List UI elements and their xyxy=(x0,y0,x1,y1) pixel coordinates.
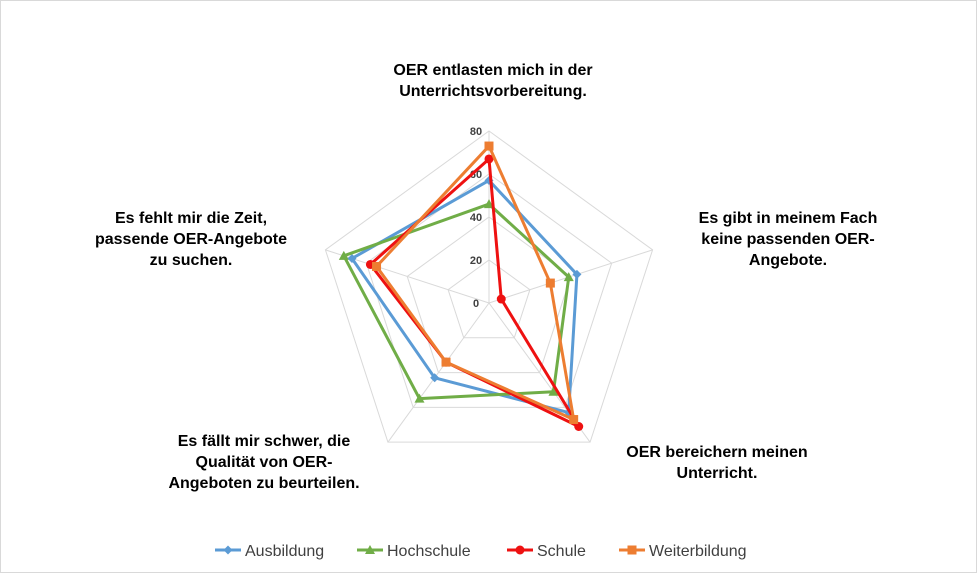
legend-item-schule: Schule xyxy=(507,543,586,560)
data-point xyxy=(338,250,349,260)
series-weiterbildung xyxy=(372,141,579,425)
data-point xyxy=(430,373,440,383)
data-point xyxy=(569,415,579,425)
legend-item-hochschule: Hochschule xyxy=(357,543,471,560)
category-label: Es gibt in meinem Fach keine passenden OE… xyxy=(699,210,878,269)
data-point xyxy=(365,545,375,554)
legend-item-weiterbildung: Weiterbildung xyxy=(619,543,747,560)
data-point xyxy=(484,141,494,151)
data-point xyxy=(496,294,506,304)
legend-label: Schule xyxy=(537,543,586,560)
grid-ring xyxy=(324,130,654,443)
category-label: Es fehlt mir die Zeit, passende OER-Angeb… xyxy=(95,210,287,269)
data-point xyxy=(548,386,559,396)
data-point xyxy=(441,357,451,367)
legend-label: Weiterbildung xyxy=(649,543,747,560)
legend-label: Hochschule xyxy=(387,543,471,560)
data-point xyxy=(572,269,582,279)
category-labels: OER entlasten mich in der Unterrichtsvorb… xyxy=(95,62,877,492)
series-line xyxy=(375,144,576,422)
data-point xyxy=(545,278,555,288)
tick-label: 0 xyxy=(473,298,479,310)
series-line xyxy=(342,202,571,401)
data-point xyxy=(563,272,574,282)
series-hochschule xyxy=(338,199,574,403)
data-point xyxy=(484,154,494,164)
data-point xyxy=(223,545,233,555)
data-point xyxy=(484,199,494,209)
grid-spoke xyxy=(387,302,490,443)
series-line xyxy=(368,157,581,428)
data-point xyxy=(414,393,425,403)
grid-ring xyxy=(447,259,531,339)
data-point xyxy=(515,545,525,555)
tick-label: 20 xyxy=(470,255,482,267)
data-point xyxy=(347,253,357,263)
series-layer xyxy=(338,141,584,431)
data-point xyxy=(372,261,382,271)
legend-label: Ausbildung xyxy=(245,543,324,560)
data-point xyxy=(627,545,637,555)
category-label: Es fällt mir schwer, die Qualität von OER… xyxy=(168,433,359,492)
legend-item-ausbildung: Ausbildung xyxy=(215,543,324,560)
category-label: OER bereichern meinen Unterricht. xyxy=(626,444,807,482)
category-label: OER entlasten mich in der Unterrichtsvorb… xyxy=(393,62,592,100)
tick-label: 40 xyxy=(470,212,482,224)
legend: Ausbildung Hochschule Schule Weiterbildung xyxy=(215,543,747,560)
data-point xyxy=(574,421,584,431)
tick-label: 80 xyxy=(470,126,482,138)
